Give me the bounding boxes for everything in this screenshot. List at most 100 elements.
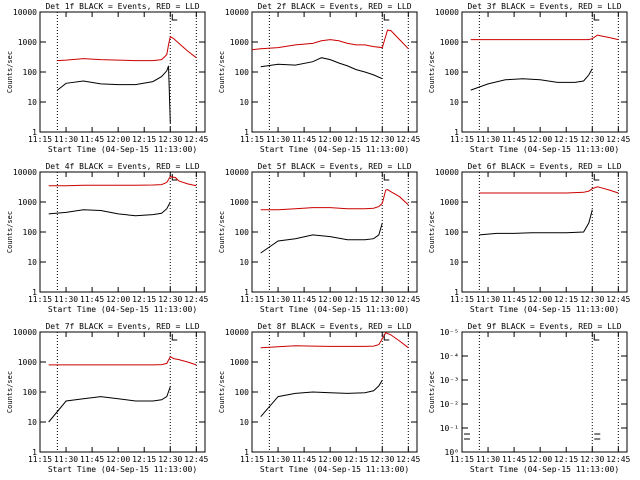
- x-tick-label: 12:45: [606, 135, 630, 144]
- x-tick-label: 11:15: [28, 135, 52, 144]
- y-tick-label: 10: [239, 418, 249, 427]
- series-events: [260, 379, 383, 418]
- x-tick-label: 12:00: [318, 135, 342, 144]
- y-tick-label: 10⁻⁵: [440, 328, 459, 337]
- y-axis-label: Counts/sec: [428, 211, 436, 253]
- panel-title: Det 7f BLACK = Events, RED = LLD: [45, 322, 199, 331]
- x-tick-label: 12:45: [606, 295, 630, 304]
- x-tick-label: 12:00: [318, 455, 342, 464]
- bracket-marker: [593, 334, 600, 341]
- y-axis-label: Counts/sec: [6, 211, 14, 253]
- y-tick-label: 1: [32, 128, 37, 137]
- x-axis-label: Start Time (04-Sep-15 11:13:00): [470, 305, 619, 314]
- series-events: [479, 209, 593, 236]
- y-tick-label: 100: [445, 228, 460, 237]
- panel-det-1: Det 1f BLACK = Events, RED = LLD 1 10 100 10…: [6, 2, 209, 154]
- x-tick-label: 12:00: [528, 455, 552, 464]
- y-tick-label: 1000: [230, 38, 249, 47]
- x-tick-label: 12:30: [580, 135, 604, 144]
- x-tick-label: 12:30: [158, 135, 182, 144]
- panel-title: Det 2f BLACK = Events, RED = LLD: [257, 2, 411, 11]
- series-events: [470, 68, 593, 91]
- y-tick-label: 10000: [435, 168, 459, 177]
- bracket-marker: [171, 14, 178, 21]
- x-tick-label: 12:30: [158, 455, 182, 464]
- y-tick-label: 10: [449, 258, 459, 267]
- y-tick-label: 1000: [18, 358, 37, 367]
- bracket-marker: [594, 433, 601, 440]
- y-axis-label: Counts/sec: [6, 371, 14, 413]
- y-tick-label: 100: [445, 68, 460, 77]
- panel-title: Det 8f BLACK = Events, RED = LLD: [257, 322, 411, 331]
- x-axis-label: Start Time (04-Sep-15 11:13:00): [260, 465, 409, 474]
- y-axis-label: Counts/sec: [428, 371, 436, 413]
- plot-frame: [251, 331, 418, 453]
- x-tick-label: 11:45: [80, 455, 104, 464]
- y-tick-label: 10000: [13, 328, 37, 337]
- x-axis-label: Start Time (04-Sep-15 11:13:00): [260, 145, 409, 154]
- x-axis-label: Start Time (04-Sep-15 11:13:00): [470, 145, 619, 154]
- x-axis-label: Start Time (04-Sep-15 11:13:00): [48, 305, 197, 314]
- series-events: [48, 386, 171, 423]
- x-tick-label: 12:45: [606, 455, 630, 464]
- x-tick-label: 11:15: [450, 135, 474, 144]
- panel-det-5: Det 5f BLACK = Events, RED = LLD 1 10 100 10…: [218, 162, 421, 314]
- y-axis-label: Counts/sec: [218, 211, 226, 253]
- x-tick-label: 11:30: [266, 455, 290, 464]
- panel-det-7: Det 7f BLACK = Events, RED = LLD 1 10 100 10…: [6, 322, 209, 474]
- series-events: [260, 222, 383, 254]
- y-axis-label: Counts/sec: [6, 51, 14, 93]
- series-lld: [57, 35, 197, 62]
- y-tick-label: 1: [244, 128, 249, 137]
- panel-title: Det 3f BLACK = Events, RED = LLD: [467, 2, 621, 11]
- x-tick-label: 11:15: [450, 295, 474, 304]
- plot-frame: [39, 331, 206, 453]
- x-tick-label: 12:00: [106, 135, 130, 144]
- panel-det-4: Det 4f BLACK = Events, RED = LLD 1 10 100 10…: [6, 162, 209, 314]
- panel-det-9: Det 9f BLACK = Events, RED = LLD 10⁰ 10⁻¹ 1…: [428, 322, 631, 474]
- series-lld: [260, 189, 409, 211]
- x-axis-label: Start Time (04-Sep-15 11:13:00): [260, 305, 409, 314]
- x-tick-label: 12:45: [396, 295, 420, 304]
- x-tick-label: 11:30: [54, 295, 78, 304]
- x-axis-label: Start Time (04-Sep-15 11:13:00): [48, 145, 197, 154]
- y-tick-label: 10000: [225, 168, 249, 177]
- x-tick-label: 12:45: [184, 295, 208, 304]
- panel-det-8: Det 8f BLACK = Events, RED = LLD 1 10 100 10…: [218, 322, 421, 474]
- y-tick-label: 1: [32, 448, 37, 457]
- y-tick-label: 1000: [18, 38, 37, 47]
- panel-title: Det 9f BLACK = Events, RED = LLD: [467, 322, 621, 331]
- x-tick-label: 12:30: [370, 295, 394, 304]
- x-tick-label: 12:00: [106, 455, 130, 464]
- x-tick-label: 12:45: [184, 135, 208, 144]
- x-tick-label: 11:30: [476, 135, 500, 144]
- y-tick-label: 10⁻⁴: [440, 352, 459, 361]
- y-tick-label: 100: [23, 68, 38, 77]
- y-tick-label: 1: [244, 448, 249, 457]
- x-tick-label: 11:45: [502, 455, 526, 464]
- series-lld: [251, 29, 409, 51]
- y-tick-label: 10⁰: [445, 448, 459, 457]
- series-lld: [48, 356, 197, 366]
- x-tick-label: 11:45: [292, 455, 316, 464]
- y-tick-label: 10: [239, 98, 249, 107]
- x-tick-label: 11:45: [292, 295, 316, 304]
- series-lld: [470, 34, 619, 41]
- series-lld: [479, 186, 619, 194]
- y-tick-label: 10000: [435, 8, 459, 17]
- x-tick-label: 12:15: [344, 455, 368, 464]
- x-tick-label: 11:45: [292, 135, 316, 144]
- x-tick-label: 12:30: [580, 295, 604, 304]
- y-tick-label: 100: [235, 388, 250, 397]
- series-lld: [260, 332, 409, 349]
- x-tick-label: 12:15: [554, 295, 578, 304]
- x-tick-label: 11:30: [476, 455, 500, 464]
- bracket-marker: [171, 174, 178, 181]
- y-axis-label: Counts/sec: [218, 51, 226, 93]
- bracket-marker: [593, 174, 600, 181]
- x-tick-label: 11:15: [240, 295, 264, 304]
- y-tick-label: 1000: [440, 38, 459, 47]
- y-tick-label: 10000: [225, 8, 249, 17]
- x-tick-label: 11:15: [240, 455, 264, 464]
- x-tick-label: 12:15: [554, 455, 578, 464]
